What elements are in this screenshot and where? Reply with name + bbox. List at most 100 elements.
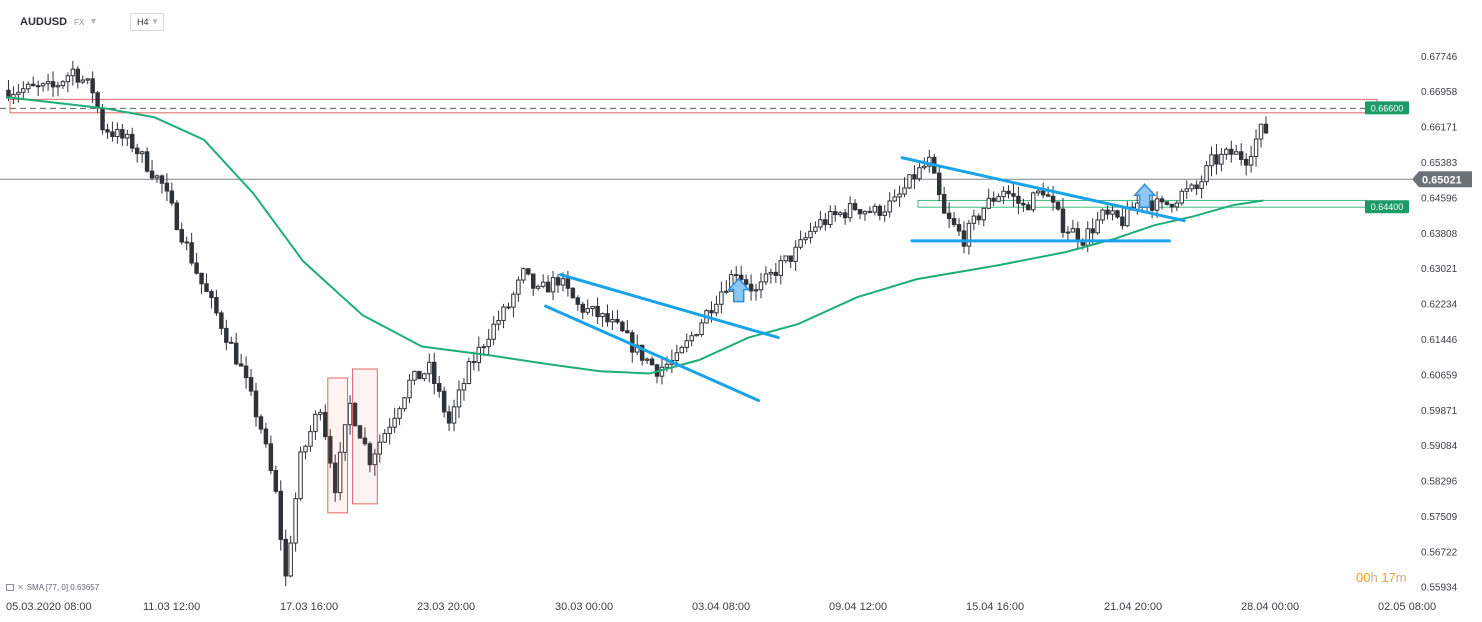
candle [451,399,457,432]
candle [857,209,863,220]
candle-body [1234,151,1239,155]
candle-body [862,210,868,215]
candle [758,272,764,299]
candle [1021,198,1026,212]
candle-body [278,490,283,540]
symbol-label[interactable]: AUDUSD [20,16,68,28]
y-tick-label: 0.58296 [1421,477,1458,488]
candle [1055,201,1061,212]
symbol-dropdown-icon[interactable]: ▼ [89,16,98,26]
candle-body [1055,201,1061,210]
candle [927,149,932,173]
current-price-label: 0.65021 [1422,174,1462,186]
candle-body [857,209,863,215]
candle-body [229,341,234,344]
candle-body [283,538,288,577]
candle [872,203,878,216]
candle [1179,188,1185,206]
candle-body [209,291,214,299]
candle [1184,180,1189,199]
y-tick-label: 0.64596 [1421,193,1458,204]
candle-body [887,200,892,213]
candle [971,209,977,231]
level-price-label: 0.66600 [1371,103,1404,113]
candle-body [729,274,734,292]
candle-body [134,147,140,155]
candle-body [347,402,353,426]
candle [659,358,665,385]
candle [337,442,343,501]
candle-body [417,370,422,380]
candle-body [783,255,788,262]
candle [283,529,288,587]
candle-body [808,230,813,239]
indicator-settings-icon[interactable] [6,584,14,591]
candle [798,230,803,250]
candle [768,268,774,284]
candle [1060,198,1066,238]
candle [813,221,818,235]
candle [535,284,541,291]
candle [1219,148,1224,172]
candle-body [75,68,81,83]
candle [981,207,986,227]
candle [748,274,754,301]
time-axis[interactable]: 05.03.2020 08:00 11.03 12:00 17.03 16:00 23… [6,601,1436,613]
candle-body [605,313,610,323]
candle-body [882,211,887,216]
candle [40,82,46,92]
candle [912,165,917,189]
candle [1248,145,1254,173]
price-axis[interactable]: 0.67746 0.66958 0.66171 0.65383 0.64596 0.638… [1412,52,1472,594]
candle-body [684,340,689,348]
resistance-zone [9,98,1378,114]
candle-body [1120,216,1125,227]
candle [897,185,902,207]
candle-body [917,167,922,180]
x-tick-label: 21.04 20:00 [1104,601,1162,613]
candle [120,123,125,146]
candle [377,434,383,463]
candle-body [432,361,437,384]
candle [1085,221,1090,253]
candle-body [248,377,254,392]
candle [1263,116,1269,134]
candle-body [793,246,798,262]
candle-body [501,306,506,321]
x-tick-label: 30.03 00:00 [555,601,613,613]
candle [441,386,447,418]
candle-body [941,194,947,214]
candle-body [1040,190,1046,196]
close-icon[interactable]: ✕ [17,583,24,592]
candle-body [912,174,917,180]
candle [867,206,873,214]
candle-body [1238,151,1244,160]
candle-body [1209,154,1214,167]
candle-body [1095,219,1100,234]
candle [506,302,511,310]
candle [214,289,219,316]
candle [570,287,576,299]
candle-body [258,416,264,430]
timeframe-label: H4 [137,17,149,27]
candle-body [1224,148,1229,155]
candle [372,448,378,476]
candle-body [892,196,897,202]
candle-body [570,287,576,299]
candle-body [130,133,135,149]
timeframe-select[interactable]: H4 ▼ [130,13,164,31]
trendline [900,156,1186,223]
candle-body [1179,190,1185,204]
candle [60,80,66,89]
candle [679,345,685,354]
candle [75,66,81,89]
trendline [544,304,761,402]
candle-body [105,129,110,133]
candle-body [110,131,115,137]
candle-body [21,88,26,93]
candle [1095,211,1100,235]
candle [1110,205,1115,221]
candle-body [70,68,76,77]
candle-body [540,281,546,287]
